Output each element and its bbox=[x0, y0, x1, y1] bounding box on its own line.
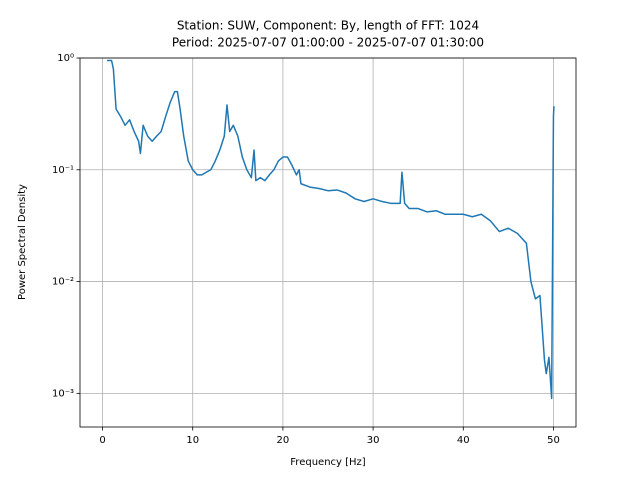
x-tick-label: 20 bbox=[277, 435, 290, 446]
chart-title: Station: SUW, Component: By, length of F… bbox=[177, 19, 479, 33]
y-tick-label: 10⁻² bbox=[52, 277, 74, 288]
x-axis-label: Frequency [Hz] bbox=[290, 457, 366, 468]
plot-frame bbox=[79, 57, 577, 428]
x-tick-label: 40 bbox=[457, 435, 470, 446]
y-tick-label: 10⁻³ bbox=[52, 388, 74, 399]
chart-subtitle: Period: 2025-07-07 01:00:00 - 2025-07-07… bbox=[172, 36, 484, 50]
x-tick-label: 0 bbox=[99, 435, 105, 446]
x-tick-label: 50 bbox=[547, 435, 560, 446]
x-tick-label: 30 bbox=[367, 435, 380, 446]
y-tick-label: 10⁻¹ bbox=[52, 165, 74, 176]
y-tick-label: 10⁰ bbox=[57, 53, 74, 64]
psd-line bbox=[107, 59, 555, 400]
x-tick-label: 10 bbox=[186, 435, 199, 446]
y-axis-label: Power Spectral Density bbox=[17, 184, 28, 300]
